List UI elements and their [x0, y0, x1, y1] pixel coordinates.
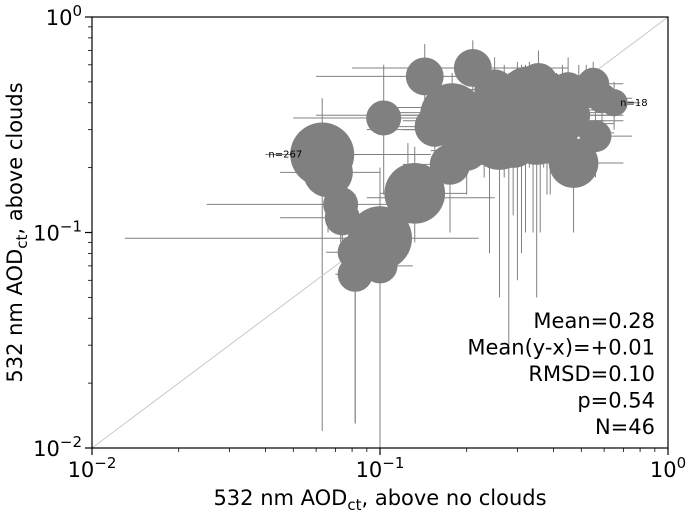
y-axis-label-rest: , above clouds — [3, 82, 27, 234]
y-tick-label: 10−2 — [33, 433, 82, 461]
data-point — [524, 116, 570, 163]
y-axis-label: 532 nm AODct, above clouds — [3, 82, 31, 382]
data-point — [414, 106, 456, 147]
data-point — [600, 89, 628, 117]
stat-line: RMSD=0.10 — [528, 362, 655, 386]
annotation-layer: n=267 n=18 — [268, 98, 647, 161]
x-axis-label-main: 532 nm AOD — [213, 486, 347, 510]
marker-layer — [290, 49, 628, 292]
stat-line: p=0.54 — [577, 389, 655, 413]
x-axis-label-sub: ct — [347, 496, 361, 512]
point-annotation: n=18 — [620, 98, 647, 109]
y-axis-label-sub: ct — [13, 234, 31, 248]
stat-line: Mean(y-x)=+0.01 — [467, 336, 655, 360]
x-tick-label: 10−2 — [68, 454, 117, 482]
y-tick-label: 10−1 — [33, 218, 82, 246]
point-annotation: n=267 — [268, 150, 302, 161]
data-point — [453, 49, 492, 87]
data-point — [362, 248, 398, 284]
data-point — [579, 120, 612, 153]
x-tick-label: 10−1 — [356, 454, 405, 482]
data-point — [387, 177, 429, 218]
x-tick-label: 100 — [650, 454, 686, 482]
stat-line: Mean=0.28 — [533, 309, 655, 333]
x-axis-ticks: 10−2 10−1 100 — [68, 448, 686, 482]
data-point — [324, 200, 360, 236]
data-point — [405, 57, 444, 96]
data-point — [446, 130, 487, 171]
x-axis-label: 532 nm AODct, above no clouds — [213, 486, 546, 512]
x-axis-label-rest: , above no clouds — [361, 486, 546, 510]
data-point — [519, 62, 558, 101]
y-axis-label-main: 532 nm AOD — [3, 249, 27, 383]
y-axis-ticks: 10−2 10−1 100 — [33, 2, 92, 461]
stat-line: N=46 — [595, 415, 655, 439]
y-tick-label: 100 — [46, 2, 82, 30]
data-point — [303, 147, 353, 198]
data-point — [366, 100, 402, 136]
